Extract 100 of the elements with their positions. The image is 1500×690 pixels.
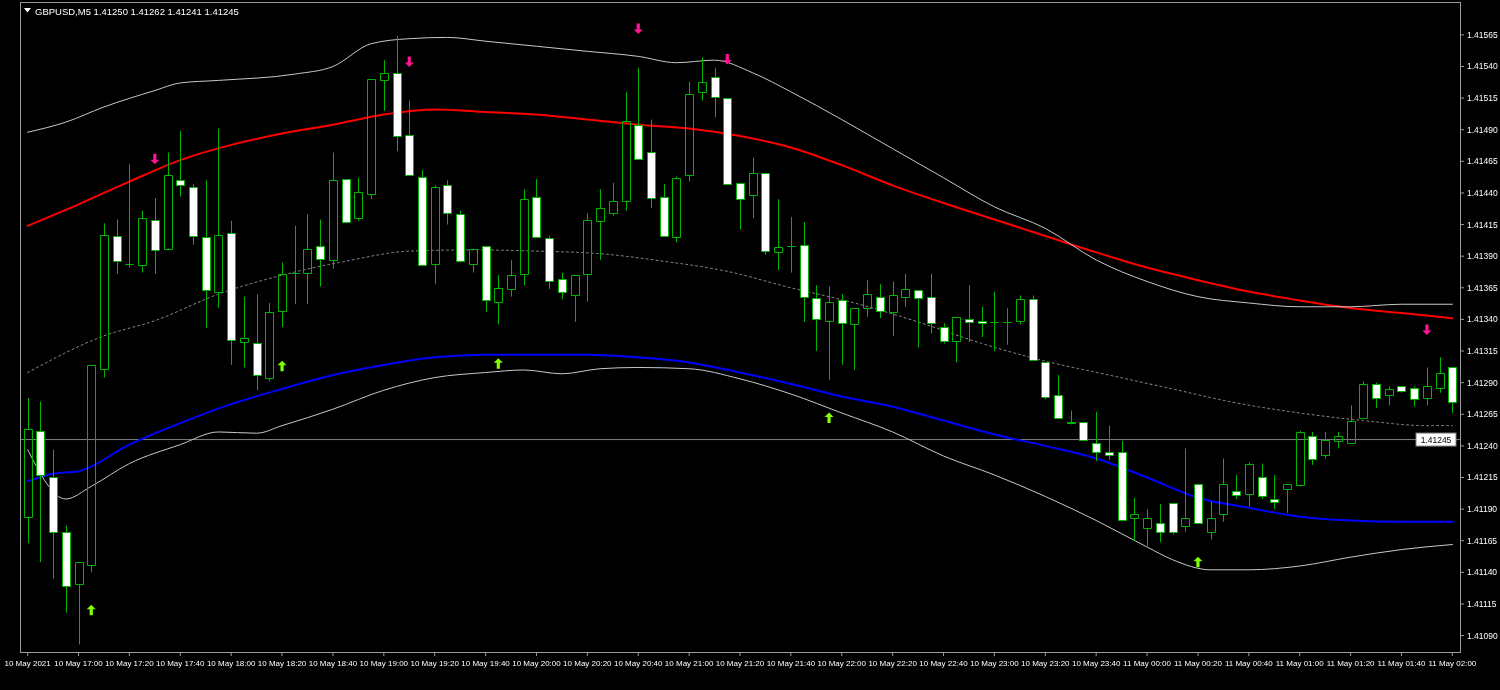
x-tick-label: 10 May 22:40 [919,659,969,668]
candlestick [36,401,45,563]
candlestick [1410,385,1419,408]
y-tick-label: 1.41115 [1467,598,1497,609]
x-tick-label: 10 May 20:40 [613,659,664,668]
x-tick-label: 10 May 22:20 [868,659,918,668]
candlestick [901,273,910,308]
candlestick [1092,411,1101,462]
x-tick-label: 10 May 17:00 [54,659,104,668]
candlestick [1156,503,1165,543]
candlestick [138,210,147,274]
candlestick [914,289,923,348]
candlestick [1334,431,1343,449]
candlestick [571,274,580,323]
y-tick-label: 1.41440 [1467,187,1498,198]
candlestick [456,210,465,264]
y-tick-label: 1.41515 [1467,93,1498,104]
candlestick [49,449,58,580]
candlestick [1181,447,1190,533]
candlestick [393,35,402,152]
candlestick [723,97,732,185]
candlestick [647,119,656,209]
x-tick-label: 11 May 01:00 [1275,659,1325,668]
y-tick-label: 1.41090 [1467,630,1498,641]
candlestick [1054,374,1063,419]
candlestick [812,284,821,352]
point [493,358,503,369]
candlestick [189,183,198,246]
y-tick-label: 1.41415 [1467,219,1498,230]
ref-line-label: 1.41245 [1420,434,1452,445]
candlestick [1219,458,1228,523]
candlestick [1423,366,1432,406]
candlestick [1397,385,1406,394]
candlestick [316,219,325,288]
y-tick-label: 1.41190 [1467,504,1498,515]
candlestick [1016,294,1025,325]
x-tick-label: 11 May 00:20 [1174,659,1223,668]
candlestick [494,274,503,325]
candlestick [342,178,351,224]
candlestick [850,307,859,371]
candlestick [1194,483,1203,524]
y-tick-label: 1.41340 [1467,314,1498,325]
candlestick [1372,382,1381,409]
candlestick [545,235,554,290]
candlestick [214,127,223,309]
candlestick [151,197,160,275]
candlestick [303,213,312,305]
candlestick [1003,307,1012,346]
point [722,53,732,65]
candlestick [532,178,541,238]
candlestick [278,262,287,328]
y-tick-label: 1.41315 [1467,346,1498,357]
candlestick [405,100,414,176]
point [150,153,160,165]
candlestick [125,163,134,269]
candlestick [1436,356,1445,394]
candlestick [1207,501,1216,540]
y-tick-label: 1.41540 [1467,61,1498,72]
candlestick [774,198,783,271]
candlestick [583,212,592,303]
candlestick [354,177,363,222]
x-tick-label: 10 May 19:40 [461,659,511,668]
x-tick-label: 10 May 23:40 [1071,659,1121,668]
x-tick-label: 10 May 17:40 [156,659,206,668]
x-tick-label: 10 May 20:00 [512,659,562,668]
line-series [27,36,1453,308]
candlestick [1118,440,1127,521]
candlestick [940,322,949,344]
candlestick [113,219,122,275]
text: GBPUSD,M5 1.41250 1.41262 1.41241 1.41245 [35,6,239,17]
candlestick [164,151,173,250]
y-tick-label: 1.41290 [1467,377,1498,388]
candlestick [75,561,84,645]
candlestick [1308,431,1317,466]
x-tick-label: 10 May 19:00 [359,659,409,668]
candlestick [1105,425,1114,461]
point [1422,324,1432,336]
x-tick-label: 10 May 19:20 [410,659,460,668]
candlestick [291,225,300,305]
candlestick [227,220,236,366]
candlestick [863,279,872,318]
candlestick [1067,409,1076,425]
x-tick-label: 10 May 21:00 [664,659,714,668]
line-series [27,249,1453,427]
candlestick [380,59,389,112]
candlestick [685,81,694,183]
candlestick [990,291,999,352]
y-tick-label: 1.41215 [1467,472,1498,483]
candlestick [202,179,211,329]
candlestick [889,280,898,337]
y-tick-label: 1.41390 [1467,251,1498,262]
candlestick [1270,474,1279,510]
x-tick-label: 10 May 22:00 [817,659,867,668]
candlestick [711,67,720,118]
y-tick-label: 1.41565 [1467,29,1498,40]
candlestick [87,364,96,573]
y-tick-label: 1.41165 [1467,535,1498,546]
candlestick [443,179,452,226]
candlestick [825,286,834,381]
candlestick [672,176,681,243]
